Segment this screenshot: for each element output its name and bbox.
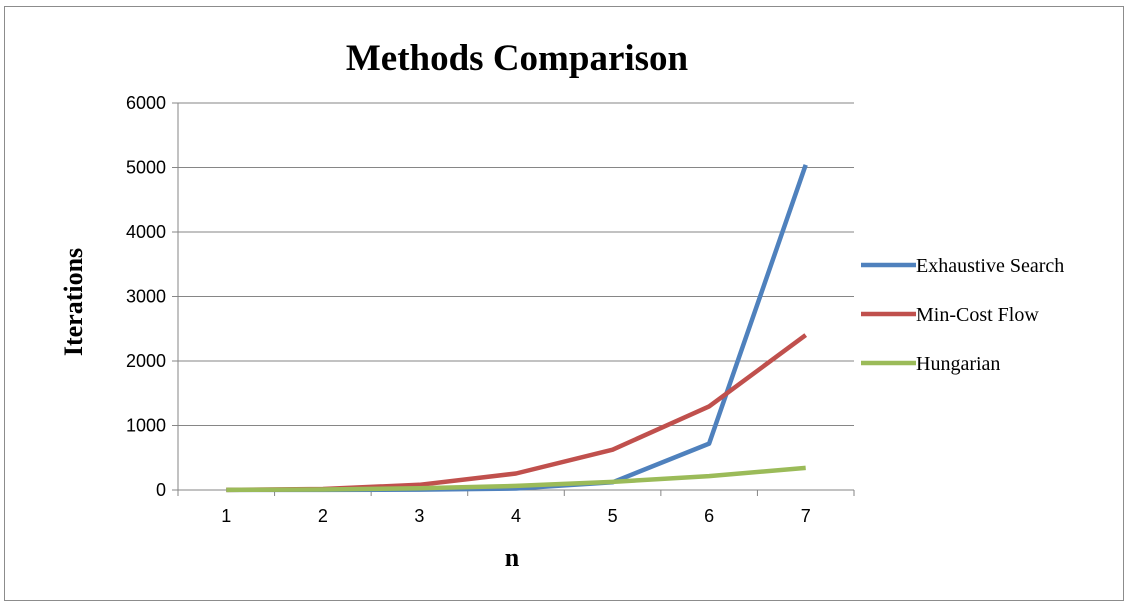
y-tick-label: 3000	[126, 287, 166, 307]
x-tick-label: 6	[704, 506, 714, 526]
legend-label-exhaustive-search: Exhaustive Search	[916, 255, 1064, 277]
x-tick-label: 1	[221, 506, 231, 526]
series-line-hungarian	[226, 465, 806, 493]
y-tick-label: 5000	[126, 158, 166, 178]
y-axis-title: Iterations	[59, 248, 88, 356]
x-tick-label: 2	[318, 506, 328, 526]
legend-label-hungarian: Hungarian	[916, 353, 1000, 375]
y-tick-label: 6000	[126, 93, 166, 113]
y-tick-label: 1000	[126, 416, 166, 436]
series-lines	[226, 164, 808, 493]
series-line-exhaustive-search	[226, 164, 808, 493]
x-tick-label: 3	[414, 506, 424, 526]
x-tick-label: 5	[608, 506, 618, 526]
axes: 0 1000 2000 3000 4000 5000 6000 1 2 3 4 5 6 7	[126, 93, 855, 526]
x-tick-label: 4	[511, 506, 521, 526]
chart-title: Methods Comparison	[346, 38, 689, 79]
chart-frame: 0 1000 2000 3000 4000 5000 6000 1 2 3 4 5 6 7 Exhaust…	[4, 6, 1124, 601]
x-tick-label: 7	[801, 506, 811, 526]
y-tick-label: 2000	[126, 351, 166, 371]
y-tick-label: 0	[156, 480, 166, 500]
legend-label-min-cost-flow: Min-Cost Flow	[916, 304, 1039, 326]
y-tick-label: 4000	[126, 222, 166, 242]
legend: Exhaustive Search Min-Cost Flow Hungarian	[861, 255, 1064, 375]
x-axis-title: n	[505, 543, 520, 572]
gridlines	[178, 102, 854, 426]
chart-svg: 0 1000 2000 3000 4000 5000 6000 1 2 3 4 5 6 7 Exhaust…	[59, 38, 1064, 572]
